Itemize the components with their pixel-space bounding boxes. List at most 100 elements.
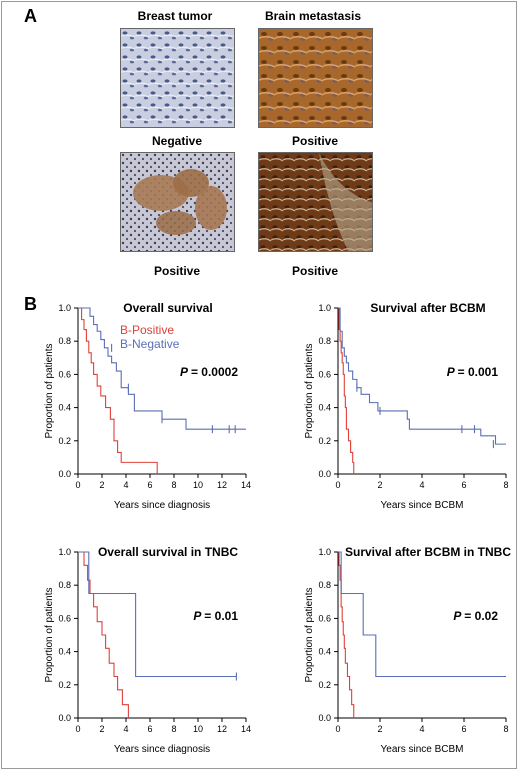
y-axis-label: Proportion of patients [304, 587, 315, 682]
y-tick-label: 0.4 [58, 647, 71, 657]
series-line-positive [338, 307, 355, 474]
tissue-negative-image [121, 29, 234, 127]
y-tick-label: 1.0 [318, 547, 331, 557]
micrograph-tumor-positive [120, 152, 235, 252]
y-tick-label: 0.2 [318, 680, 331, 690]
x-tick-label: 4 [123, 724, 128, 734]
y-tick-label: 1.0 [58, 303, 71, 313]
legend-negative: B-Negative [120, 337, 180, 351]
x-tick-label: 14 [241, 724, 251, 734]
y-tick-label: 0.6 [58, 369, 71, 379]
p-value-text: = 0.01 [204, 609, 238, 623]
chart-title: Overall survival in TNBC [98, 545, 238, 559]
y-tick-label: 0.6 [318, 613, 331, 623]
x-tick-label: 4 [419, 480, 424, 490]
y-axis-label: Proportion of patients [44, 343, 55, 438]
micrograph-metastasis-positive [258, 28, 373, 128]
km-chart-survival-after-bcbm-tnbc: 0.0 0.2 0.4 0.6 0.8 1.0 0 2 4 6 8 Years since BCBM P… [260, 540, 515, 780]
p-symbol: P [180, 365, 191, 379]
row1-label-positive: Positive [291, 134, 339, 148]
km-svg: 0.0 0.2 0.4 0.6 0.8 1.0 0 2 4 6 8 Years since BCBM P… [304, 545, 511, 755]
series-line-negative [338, 551, 506, 678]
x-tick-label: 0 [335, 480, 340, 490]
tissue-mixed-image [121, 153, 234, 251]
x-tick-label: 10 [193, 724, 203, 734]
y-tick-label: 0.0 [318, 713, 331, 723]
x-tick-label: 2 [377, 724, 382, 734]
y-tick-label: 1.0 [318, 303, 331, 313]
km-svg: 0.0 0.2 0.4 0.6 0.8 1.0 0 2 4 6 8 10 12 14 Years since… [44, 301, 251, 511]
series-line-negative [78, 307, 246, 430]
tissue-dark-positive-image [259, 153, 372, 251]
x-tick-label: 8 [503, 724, 508, 734]
series-line-negative [78, 551, 237, 678]
km-chart-overall-survival-tnbc: 0.0 0.2 0.4 0.6 0.8 1.0 0 2 4 6 8 10 12 14 Years since… [0, 540, 255, 780]
figure-frame [1, 1, 517, 769]
x-tick-label: 12 [217, 480, 227, 490]
y-tick-label: 0.6 [318, 369, 331, 379]
chart-title: Overall survival [123, 301, 212, 315]
x-tick-label: 6 [461, 480, 466, 490]
y-tick-label: 0.4 [318, 647, 331, 657]
km-svg: 0.0 0.2 0.4 0.6 0.8 1.0 0 2 4 6 8 Years since BCBM P… [304, 301, 509, 511]
y-tick-label: 0.0 [58, 469, 71, 479]
x-axis-label: Years since BCBM [381, 744, 464, 755]
chart-title: Survival after BCBM in TNBC [345, 545, 511, 559]
x-tick-label: 8 [503, 480, 508, 490]
col-header-breast-tumor: Breast tumor [137, 9, 213, 23]
chart-title: Survival after BCBM [370, 301, 485, 315]
x-tick-label: 0 [75, 480, 80, 490]
x-tick-label: 2 [99, 724, 104, 734]
y-tick-label: 0.8 [58, 580, 71, 590]
series-line-positive [338, 551, 355, 718]
p-value: P = 0.0002 [180, 365, 238, 379]
series-line-positive [78, 307, 158, 474]
y-tick-label: 0.0 [58, 713, 71, 723]
x-tick-label: 2 [377, 480, 382, 490]
km-chart-overall-survival: 0.0 0.2 0.4 0.6 0.8 1.0 0 2 4 6 8 10 12 14 Years since… [0, 296, 255, 536]
x-tick-label: 6 [147, 724, 152, 734]
p-symbol: P [193, 609, 204, 623]
y-tick-label: 0.4 [318, 403, 331, 413]
x-tick-label: 6 [461, 724, 466, 734]
p-value-text: = 0.0002 [191, 365, 238, 379]
y-tick-label: 0.8 [318, 580, 331, 590]
x-axis-label: Years since diagnosis [114, 744, 210, 755]
p-symbol: P [447, 365, 458, 379]
series-line-positive [78, 551, 129, 718]
x-tick-label: 0 [335, 724, 340, 734]
legend-positive: B-Positive [120, 323, 174, 337]
km-chart-survival-after-bcbm: 0.0 0.2 0.4 0.6 0.8 1.0 0 2 4 6 8 Years since BCBM P… [260, 296, 515, 536]
row2-label-positive-1: Positive [153, 264, 201, 278]
series-line-negative [338, 307, 506, 445]
tissue-positive-image [259, 29, 372, 127]
y-tick-label: 0.6 [58, 613, 71, 623]
p-value: P = 0.02 [453, 609, 498, 623]
x-tick-label: 10 [193, 480, 203, 490]
p-value: P = 0.01 [193, 609, 238, 623]
x-axis-label: Years since BCBM [381, 500, 464, 511]
panel-a-label: A [24, 6, 37, 26]
x-tick-label: 8 [171, 480, 176, 490]
x-tick-label: 8 [171, 724, 176, 734]
x-axis-label: Years since diagnosis [114, 500, 210, 511]
y-axis-label: Proportion of patients [44, 587, 55, 682]
x-tick-label: 4 [419, 724, 424, 734]
panel-b-label: B [24, 294, 37, 314]
y-tick-label: 0.8 [318, 336, 331, 346]
y-tick-label: 0.8 [58, 336, 71, 346]
row1-label-negative: Negative [151, 134, 203, 148]
y-tick-label: 0.2 [318, 436, 331, 446]
y-tick-label: 0.0 [318, 469, 331, 479]
y-tick-label: 0.2 [58, 680, 71, 690]
km-svg: 0.0 0.2 0.4 0.6 0.8 1.0 0 2 4 6 8 10 12 14 Years since… [44, 545, 251, 755]
y-tick-label: 1.0 [58, 547, 71, 557]
p-value: P = 0.001 [447, 365, 499, 379]
p-value-text: = 0.02 [464, 609, 498, 623]
x-tick-label: 2 [99, 480, 104, 490]
micrograph-metastasis-positive-2 [258, 152, 373, 252]
p-symbol: P [453, 609, 464, 623]
x-tick-label: 0 [75, 724, 80, 734]
row2-label-positive-2: Positive [291, 264, 339, 278]
y-axis-label: Proportion of patients [304, 343, 315, 438]
